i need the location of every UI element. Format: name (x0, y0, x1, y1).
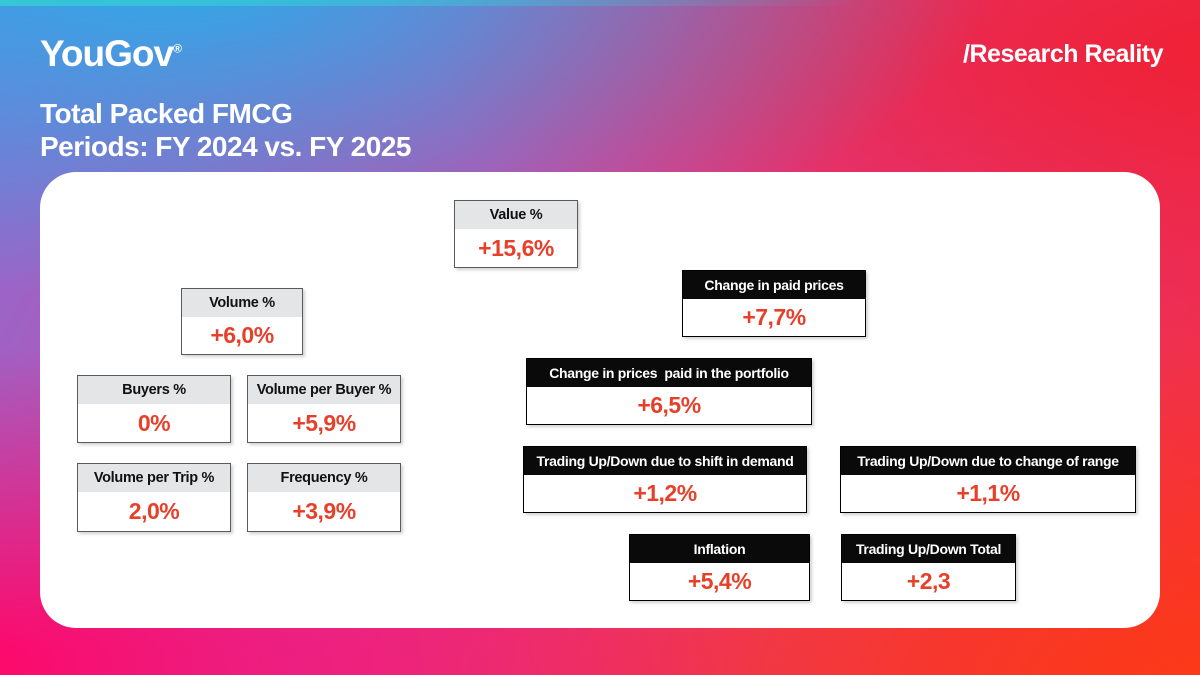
metric-box-trading-shift-demand: Trading Up/Down due to shift in demand +… (523, 446, 807, 513)
metric-value: +5,9% (292, 409, 356, 436)
metric-value: +6,0% (210, 322, 274, 348)
slide-title: Total Packed FMCG Periods: FY 2024 vs. F… (40, 97, 411, 163)
metric-value: +7,7% (742, 304, 806, 330)
metric-box-trading-change-range: Trading Up/Down due to change of range +… (840, 446, 1136, 513)
metric-box-inflation: Inflation +5,4% (629, 534, 810, 601)
metric-box-change-in-paid-prices: Change in paid prices +7,7% (682, 270, 866, 337)
metric-box-volume-per-buyer: Volume per Buyer % +5,9% (247, 375, 401, 443)
research-reality-tagline: /Research Reality (963, 40, 1163, 68)
metric-box-trading-total: Trading Up/Down Total +2,3 (841, 534, 1016, 601)
metric-box-volume-per-trip: Volume per Trip % 2,0% (77, 463, 231, 532)
metric-label: Change in paid prices (683, 271, 865, 299)
metric-label: Change in prices paid in the portfolio (527, 359, 811, 387)
metric-label: Buyers % (78, 376, 230, 404)
metric-box-volume: Volume % +6,0% (181, 288, 303, 355)
metric-box-buyers: Buyers % 0% (77, 375, 231, 443)
metric-value: 0% (137, 409, 171, 436)
content-panel: Value % +15,6% Volume % +6,0% Buyers % 0… (40, 172, 1160, 628)
metric-label: Volume per Buyer % (248, 376, 400, 404)
metric-value: +2,3 (906, 568, 951, 594)
slide-title-line1: Total Packed FMCG (40, 98, 293, 129)
metric-value: +15,6% (478, 234, 554, 261)
metric-box-change-in-prices-portfolio: Change in prices paid in the portfolio +… (526, 358, 812, 425)
registered-trademark-symbol: ® (173, 41, 182, 56)
metric-value: +5,4% (687, 568, 752, 594)
slide-title-line2: Periods: FY 2024 vs. FY 2025 (40, 131, 411, 162)
metric-label: Trading Up/Down Total (842, 535, 1015, 563)
metric-value: +1,1% (956, 480, 1020, 506)
metric-label: Value % (455, 201, 577, 229)
metric-box-frequency: Frequency % +3,9% (247, 463, 401, 532)
metric-label: Frequency % (248, 464, 400, 492)
metric-label: Trading Up/Down due to change of range (841, 447, 1135, 475)
metric-label: Volume per Trip % (78, 464, 230, 492)
metric-label: Inflation (630, 535, 809, 563)
top-teal-stripe (0, 0, 864, 6)
yougov-logo-text: YouGov (40, 33, 174, 74)
metric-value: +1,2% (633, 480, 697, 506)
metric-value: 2,0% (128, 498, 180, 524)
metric-value: +3,9% (292, 498, 356, 524)
metric-box-value: Value % +15,6% (454, 200, 578, 268)
metric-label: Volume % (182, 289, 302, 317)
metric-label: Trading Up/Down due to shift in demand (524, 447, 806, 475)
yougov-logo: YouGov® (40, 33, 182, 75)
metric-value: +6,5% (637, 392, 701, 418)
